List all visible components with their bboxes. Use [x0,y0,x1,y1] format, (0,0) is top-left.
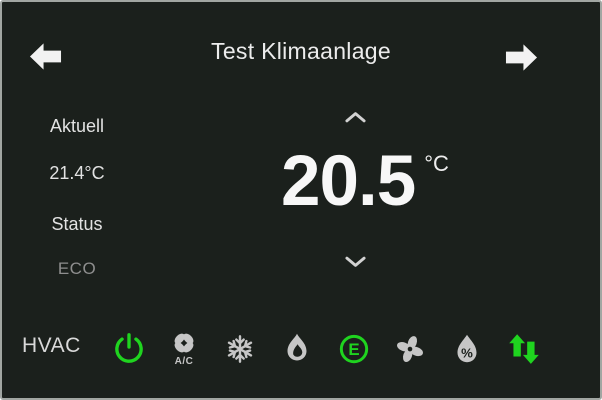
setpoint-value: 20.5 [281,142,416,221]
arrow-right-icon [505,41,538,74]
setpoint-increase-button[interactable] [332,104,378,130]
up-down-arrows-icon [507,329,541,367]
flame-icon [280,329,314,367]
hvac-label: HVAC [22,334,81,357]
humidity-percent-glyph: % [461,346,473,361]
snowflake-icon [223,329,257,367]
setpoint-unit: °C [424,151,449,176]
current-temp-label: Aktuell [49,116,105,136]
page-title: Test Klimaanlage [211,38,391,64]
fan-button[interactable] [390,325,430,371]
chevron-down-icon [344,256,367,268]
ac-mode-button[interactable]: A/C [164,325,204,371]
eco-letter: E [348,340,359,359]
humidity-button[interactable]: % [447,325,487,371]
power-icon [112,329,146,367]
ac-label: A/C [174,355,194,367]
current-temp-value: 21.4°C [49,163,105,183]
setpoint-decrease-button[interactable] [332,249,378,275]
previous-page-button[interactable] [23,36,67,76]
status-value: ECO [57,259,97,278]
temperature-trend-button[interactable] [504,325,544,371]
heating-mode-button[interactable] [277,325,317,371]
power-button[interactable] [109,325,149,371]
setpoint-display: 20.5 °C [281,146,449,217]
cooling-mode-button[interactable] [220,325,260,371]
ac-fan-icon [169,330,199,356]
next-page-button[interactable] [499,37,543,77]
arrow-left-icon [29,40,62,73]
status-label: Status [51,214,103,234]
fan-icon [393,329,427,367]
eco-mode-button[interactable]: E [334,325,374,371]
humidity-icon: % [450,329,484,367]
eco-mode-icon: E [337,329,371,367]
chevron-up-icon [344,111,367,123]
